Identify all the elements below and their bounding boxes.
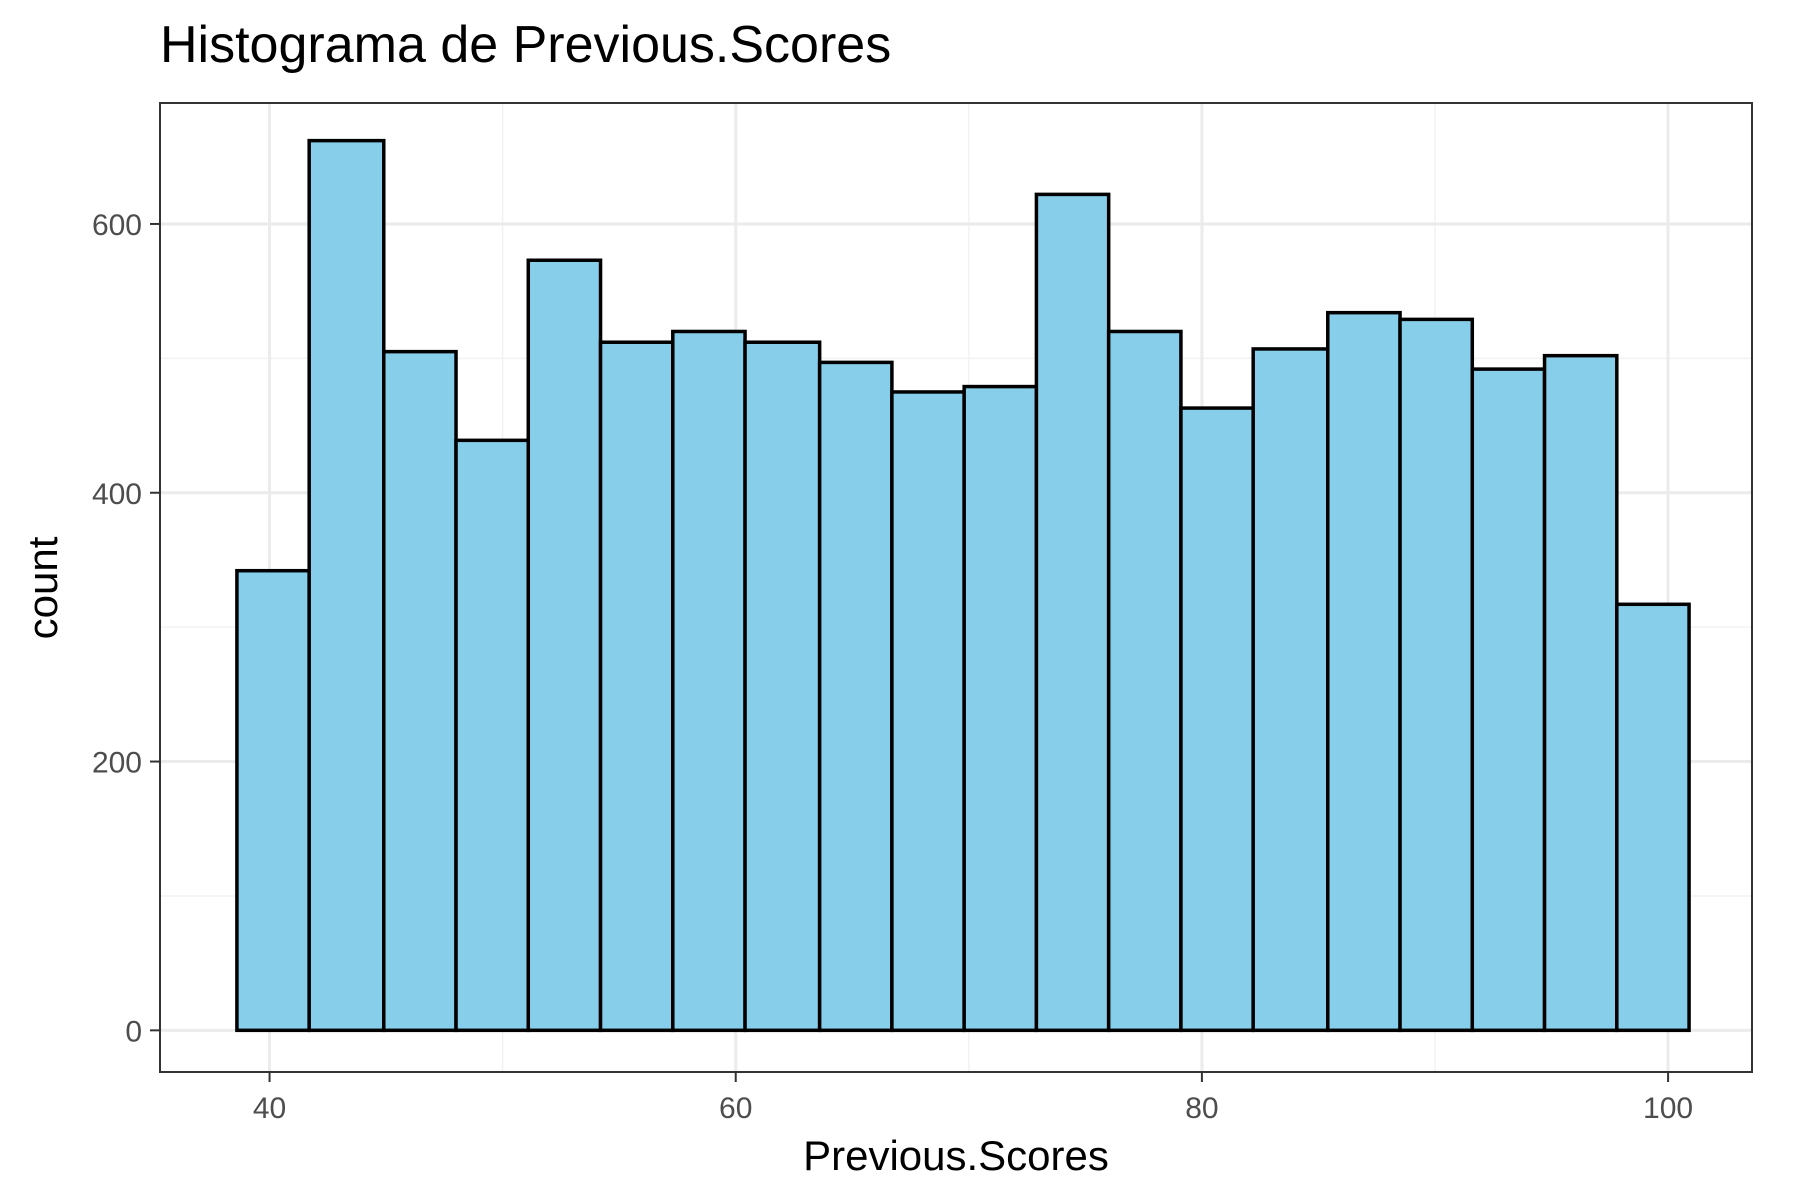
y-tick-label: 0 [125, 1015, 142, 1048]
y-tick-label: 600 [92, 209, 142, 242]
histogram-bar [235, 568, 311, 1033]
x-axis: 40 60 80 100 [253, 1072, 1693, 1125]
panel-border [159, 102, 1753, 1073]
x-tick-label: 40 [253, 1092, 286, 1125]
histogram-bar [743, 340, 822, 1033]
y-tick-label: 200 [92, 747, 142, 780]
histogram-bar [526, 258, 603, 1033]
histogram-bar [1251, 347, 1330, 1033]
histogram-bar [1034, 192, 1111, 1033]
y-tick-label: 400 [92, 478, 142, 511]
histogram-bar [817, 360, 894, 1033]
histogram-bar [1106, 329, 1183, 1033]
histogram-bar [1398, 317, 1475, 1033]
histogram-bar [1615, 602, 1691, 1033]
histogram-bar [1179, 406, 1255, 1033]
bars [235, 138, 1691, 1033]
histogram-bar [890, 390, 966, 1033]
y-axis-label: count [19, 536, 66, 639]
x-tick-label: 60 [719, 1092, 752, 1125]
histogram-bar [1470, 367, 1547, 1033]
histogram-bar [1542, 353, 1619, 1033]
histogram-bar [1326, 310, 1402, 1033]
x-tick-label: 80 [1185, 1092, 1218, 1125]
y-axis: 0 200 400 600 [92, 209, 160, 1048]
histogram-bar [454, 438, 531, 1033]
histogram-bar [382, 349, 458, 1033]
x-axis-label: Previous.Scores [803, 1132, 1109, 1179]
chart-title: Histograma de Previous.Scores [160, 16, 891, 74]
x-tick-label: 100 [1643, 1092, 1693, 1125]
histogram-bar [962, 384, 1039, 1033]
histogram-bar [598, 340, 675, 1033]
histogram-bar [671, 329, 747, 1033]
histogram-bar [307, 138, 386, 1033]
